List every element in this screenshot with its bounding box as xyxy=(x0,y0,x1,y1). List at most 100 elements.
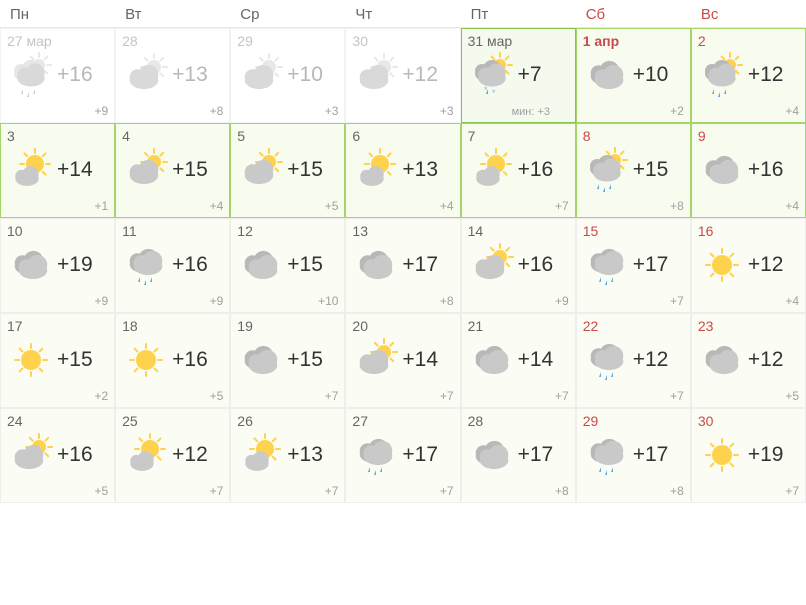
day-cell[interactable]: 27 мар+16+9 xyxy=(0,28,115,123)
cloud-sun-icon xyxy=(122,51,170,99)
day-content: +12 xyxy=(352,51,453,99)
day-cell[interactable]: 14+16+9 xyxy=(461,218,576,313)
cloud-rain-icon xyxy=(583,431,631,479)
day-cell[interactable]: 29+10+3 xyxy=(230,28,345,123)
date-label: 16 xyxy=(698,223,799,239)
date-label: 27 xyxy=(352,413,453,429)
date-label: 30 xyxy=(352,33,453,49)
day-cell[interactable]: 20 +14 +7 xyxy=(345,313,460,408)
day-cell[interactable]: 30+19+7 xyxy=(691,408,806,503)
date-label: 31 мар xyxy=(468,33,569,49)
day-content: +16 xyxy=(698,146,799,194)
temp-low: +9 xyxy=(94,104,108,118)
temp-high: +12 xyxy=(402,63,438,87)
day-cell[interactable]: 16 +12 +4 xyxy=(691,218,806,313)
temp-high: +12 xyxy=(748,348,784,372)
temp-low: +9 xyxy=(94,294,108,308)
date-label: 1 апр xyxy=(583,33,684,49)
day-content: +14 xyxy=(352,336,453,384)
date-label: 14 xyxy=(468,223,569,239)
day-content: +10 xyxy=(237,51,338,99)
date-label: 12 xyxy=(237,223,338,239)
temp-low: +10 xyxy=(318,294,338,308)
day-content: +13 xyxy=(237,431,338,479)
day-cell[interactable]: 5+15+5 xyxy=(230,123,345,218)
day-content: +12 xyxy=(698,336,799,384)
day-cell[interactable]: 28+17+8 xyxy=(461,408,576,503)
day-cell[interactable]: 25+12+7 xyxy=(115,408,230,503)
day-content: +12 xyxy=(583,336,684,384)
date-label: 23 xyxy=(698,318,799,334)
day-cell[interactable]: 7+16+7 xyxy=(461,123,576,218)
temp-high: +16 xyxy=(172,348,208,372)
day-cell[interactable]: 26+13+7 xyxy=(230,408,345,503)
day-cell[interactable]: 28+13+8 xyxy=(115,28,230,123)
day-cell[interactable]: 2+12+4 xyxy=(691,28,806,123)
day-cell[interactable]: 27+17+7 xyxy=(345,408,460,503)
date-label: 21 xyxy=(468,318,569,334)
cloud-sun-icon xyxy=(468,241,516,289)
temp-low: +8 xyxy=(670,484,684,498)
sun-icon xyxy=(698,431,746,479)
temp-low: +7 xyxy=(440,389,454,403)
day-cell[interactable]: 12 +15 +10 xyxy=(230,218,345,313)
day-cell[interactable]: 30 +12 +3 xyxy=(345,28,460,123)
temp-high: +13 xyxy=(402,158,438,182)
day-cell[interactable]: 4+15+4 xyxy=(115,123,230,218)
temp-high: +12 xyxy=(748,253,784,277)
temp-high: +7 xyxy=(518,63,542,87)
day-cell[interactable]: 23+12+5 xyxy=(691,313,806,408)
temp-low-label: мин: +3 xyxy=(512,106,550,118)
day-cell[interactable]: 13+17+8 xyxy=(345,218,460,313)
temp-low: +5 xyxy=(210,389,224,403)
day-cell[interactable]: 9+16+4 xyxy=(691,123,806,218)
sun-icon xyxy=(698,241,746,289)
day-cell[interactable]: 17+15+2 xyxy=(0,313,115,408)
temp-high: +13 xyxy=(287,443,323,467)
cloud-sun-icon xyxy=(352,51,400,99)
temp-low: +7 xyxy=(325,389,339,403)
day-cell[interactable]: 24+16+5 xyxy=(0,408,115,503)
cloud-sun-sleet-icon: ** xyxy=(468,51,516,99)
day-cell[interactable]: 29+17+8 xyxy=(576,408,691,503)
day-cell[interactable]: 31 мар **+7 мин: +3 xyxy=(461,28,576,123)
date-label: 20 xyxy=(352,318,453,334)
temp-low: +1 xyxy=(94,199,108,213)
day-cell[interactable]: 22+12+7 xyxy=(576,313,691,408)
day-cell[interactable]: 19+15+7 xyxy=(230,313,345,408)
temp-low: +3 xyxy=(440,104,454,118)
day-cell[interactable]: 6+13+4 xyxy=(345,123,460,218)
temp-low: +4 xyxy=(440,199,454,213)
temp-low: +7 xyxy=(785,484,799,498)
temp-low: +2 xyxy=(670,104,684,118)
day-content: +17 xyxy=(583,431,684,479)
day-cell[interactable]: 10+19+9 xyxy=(0,218,115,313)
sun-icon xyxy=(122,336,170,384)
temp-low: +7 xyxy=(555,389,569,403)
day-cell[interactable]: 15+17+7 xyxy=(576,218,691,313)
temp-high: +15 xyxy=(57,348,93,372)
day-cell[interactable]: 21+14+7 xyxy=(461,313,576,408)
temp-high: +15 xyxy=(287,253,323,277)
day-content: +12 xyxy=(698,51,799,99)
temp-low: +4 xyxy=(785,294,799,308)
temp-high: +12 xyxy=(748,63,784,87)
day-content: +19 xyxy=(698,431,799,479)
day-content: +13 xyxy=(122,51,223,99)
cloud-rain-icon xyxy=(122,241,170,289)
day-cell[interactable]: 8+15+8 xyxy=(576,123,691,218)
temp-high: +19 xyxy=(748,443,784,467)
date-label: 18 xyxy=(122,318,223,334)
date-label: 25 xyxy=(122,413,223,429)
day-cell[interactable]: 11+16+9 xyxy=(115,218,230,313)
date-label: 19 xyxy=(237,318,338,334)
temp-low: +9 xyxy=(555,294,569,308)
day-cell[interactable]: 3+14+1 xyxy=(0,123,115,218)
day-cell[interactable]: 1 апр+10+2 xyxy=(576,28,691,123)
sun-cloud-icon xyxy=(122,431,170,479)
sun-cloud-icon xyxy=(237,431,285,479)
day-cell[interactable]: 18 +16 +5 xyxy=(115,313,230,408)
cloud-sun-rain-c-icon xyxy=(698,51,746,99)
temp-high: +12 xyxy=(633,348,669,372)
temp-high: +16 xyxy=(172,253,208,277)
